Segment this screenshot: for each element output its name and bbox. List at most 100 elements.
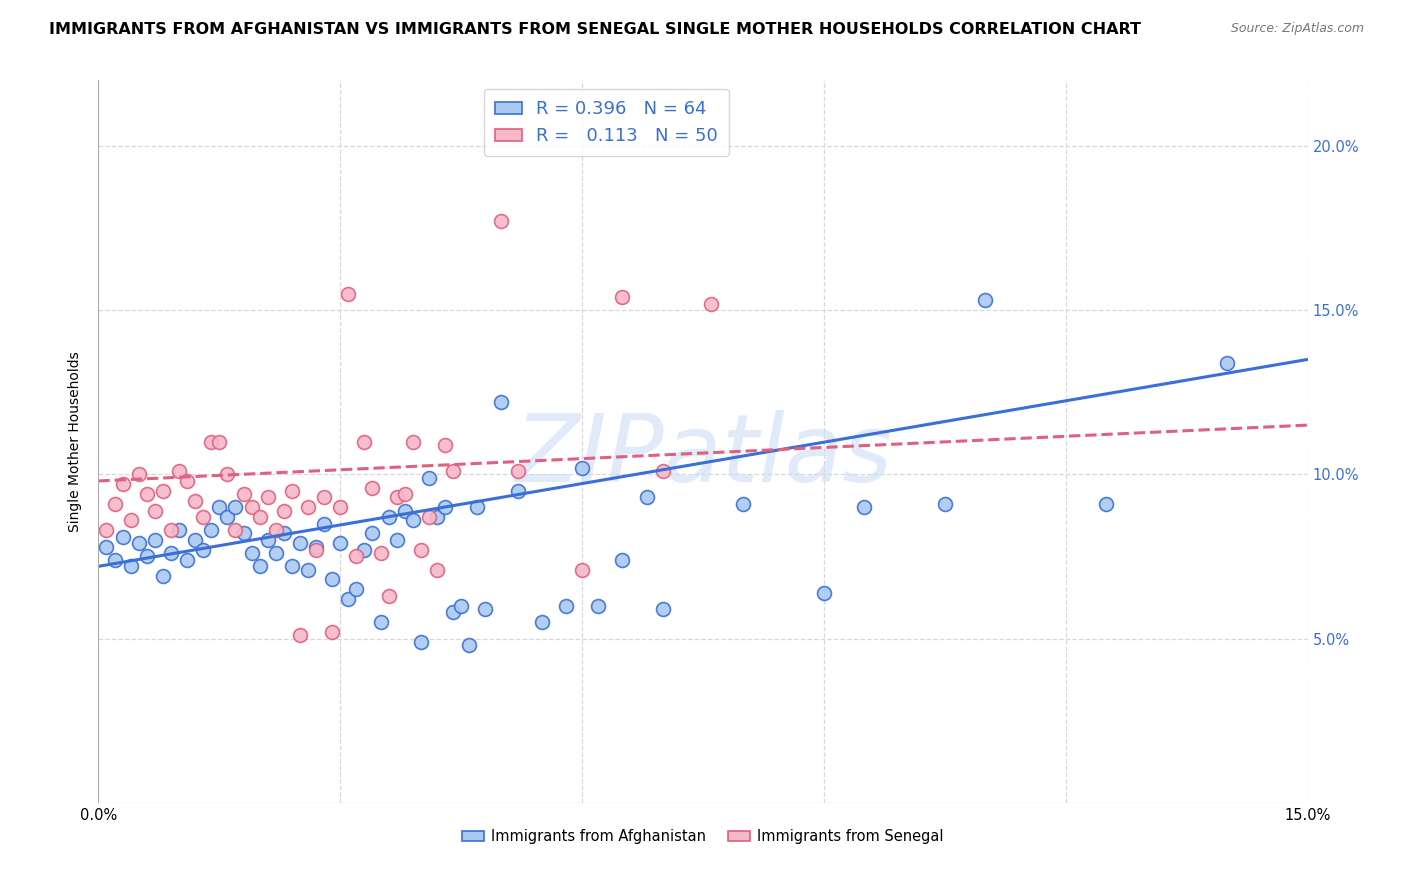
Point bbox=[143, 533, 166, 547]
Point bbox=[337, 286, 360, 301]
Legend: Immigrants from Afghanistan, Immigrants from Senegal: Immigrants from Afghanistan, Immigrants … bbox=[457, 823, 949, 850]
Point bbox=[450, 599, 472, 613]
Point bbox=[385, 491, 408, 505]
Point bbox=[700, 296, 723, 310]
Point bbox=[135, 549, 157, 564]
Point bbox=[465, 500, 488, 515]
Point bbox=[337, 592, 360, 607]
Point bbox=[491, 214, 513, 228]
Point bbox=[441, 605, 464, 619]
Point bbox=[491, 395, 513, 409]
Point bbox=[555, 599, 578, 613]
Point bbox=[256, 491, 278, 505]
Point bbox=[474, 602, 496, 616]
Point bbox=[377, 589, 399, 603]
Point bbox=[853, 500, 876, 515]
Point bbox=[103, 553, 125, 567]
Point bbox=[361, 481, 384, 495]
Point bbox=[434, 500, 457, 515]
Point bbox=[111, 530, 134, 544]
Point bbox=[281, 483, 304, 498]
Point bbox=[1216, 356, 1239, 370]
Point bbox=[208, 500, 231, 515]
Point bbox=[402, 513, 425, 527]
Point bbox=[193, 510, 215, 524]
Point bbox=[167, 464, 190, 478]
Point bbox=[506, 464, 529, 478]
Point bbox=[353, 542, 375, 557]
Point bbox=[167, 523, 190, 537]
Point bbox=[612, 553, 634, 567]
Point bbox=[314, 516, 336, 531]
Point bbox=[120, 513, 142, 527]
Point bbox=[974, 293, 997, 308]
Point bbox=[96, 523, 118, 537]
Point bbox=[184, 493, 207, 508]
Point bbox=[297, 563, 319, 577]
Point bbox=[288, 628, 311, 642]
Text: ZIPatlas: ZIPatlas bbox=[515, 410, 891, 501]
Point bbox=[217, 510, 239, 524]
Point bbox=[96, 540, 118, 554]
Point bbox=[441, 464, 464, 478]
Point bbox=[120, 559, 142, 574]
Point bbox=[176, 553, 198, 567]
Point bbox=[264, 523, 287, 537]
Point bbox=[273, 526, 295, 541]
Text: Source: ZipAtlas.com: Source: ZipAtlas.com bbox=[1230, 22, 1364, 36]
Point bbox=[530, 615, 553, 630]
Point bbox=[402, 434, 425, 449]
Point bbox=[361, 526, 384, 541]
Point bbox=[329, 536, 352, 550]
Point bbox=[612, 290, 634, 304]
Point bbox=[377, 510, 399, 524]
Point bbox=[1095, 497, 1118, 511]
Point bbox=[256, 533, 278, 547]
Point bbox=[394, 487, 416, 501]
Point bbox=[571, 460, 593, 475]
Point bbox=[426, 563, 449, 577]
Point bbox=[409, 542, 432, 557]
Point bbox=[321, 573, 343, 587]
Point bbox=[506, 483, 529, 498]
Point bbox=[224, 523, 246, 537]
Point bbox=[305, 542, 328, 557]
Point bbox=[426, 510, 449, 524]
Point bbox=[651, 602, 673, 616]
Point bbox=[409, 635, 432, 649]
Point bbox=[305, 540, 328, 554]
Point bbox=[264, 546, 287, 560]
Point bbox=[651, 464, 673, 478]
Point bbox=[344, 582, 367, 597]
Point bbox=[152, 569, 174, 583]
Point bbox=[636, 491, 658, 505]
Point bbox=[434, 438, 457, 452]
Point bbox=[249, 559, 271, 574]
Point bbox=[370, 615, 392, 630]
Point bbox=[128, 467, 150, 482]
Point bbox=[249, 510, 271, 524]
Point bbox=[370, 546, 392, 560]
Point bbox=[193, 542, 215, 557]
Point bbox=[240, 500, 263, 515]
Point bbox=[353, 434, 375, 449]
Point bbox=[152, 483, 174, 498]
Point bbox=[297, 500, 319, 515]
Point bbox=[394, 503, 416, 517]
Point bbox=[160, 546, 183, 560]
Point bbox=[314, 491, 336, 505]
Point bbox=[571, 563, 593, 577]
Point bbox=[344, 549, 367, 564]
Point bbox=[135, 487, 157, 501]
Point bbox=[385, 533, 408, 547]
Text: IMMIGRANTS FROM AFGHANISTAN VS IMMIGRANTS FROM SENEGAL SINGLE MOTHER HOUSEHOLDS : IMMIGRANTS FROM AFGHANISTAN VS IMMIGRANT… bbox=[49, 22, 1142, 37]
Point bbox=[281, 559, 304, 574]
Point bbox=[232, 526, 254, 541]
Point bbox=[224, 500, 246, 515]
Point bbox=[733, 497, 755, 511]
Point bbox=[160, 523, 183, 537]
Point bbox=[217, 467, 239, 482]
Point bbox=[128, 536, 150, 550]
Point bbox=[321, 625, 343, 640]
Point bbox=[208, 434, 231, 449]
